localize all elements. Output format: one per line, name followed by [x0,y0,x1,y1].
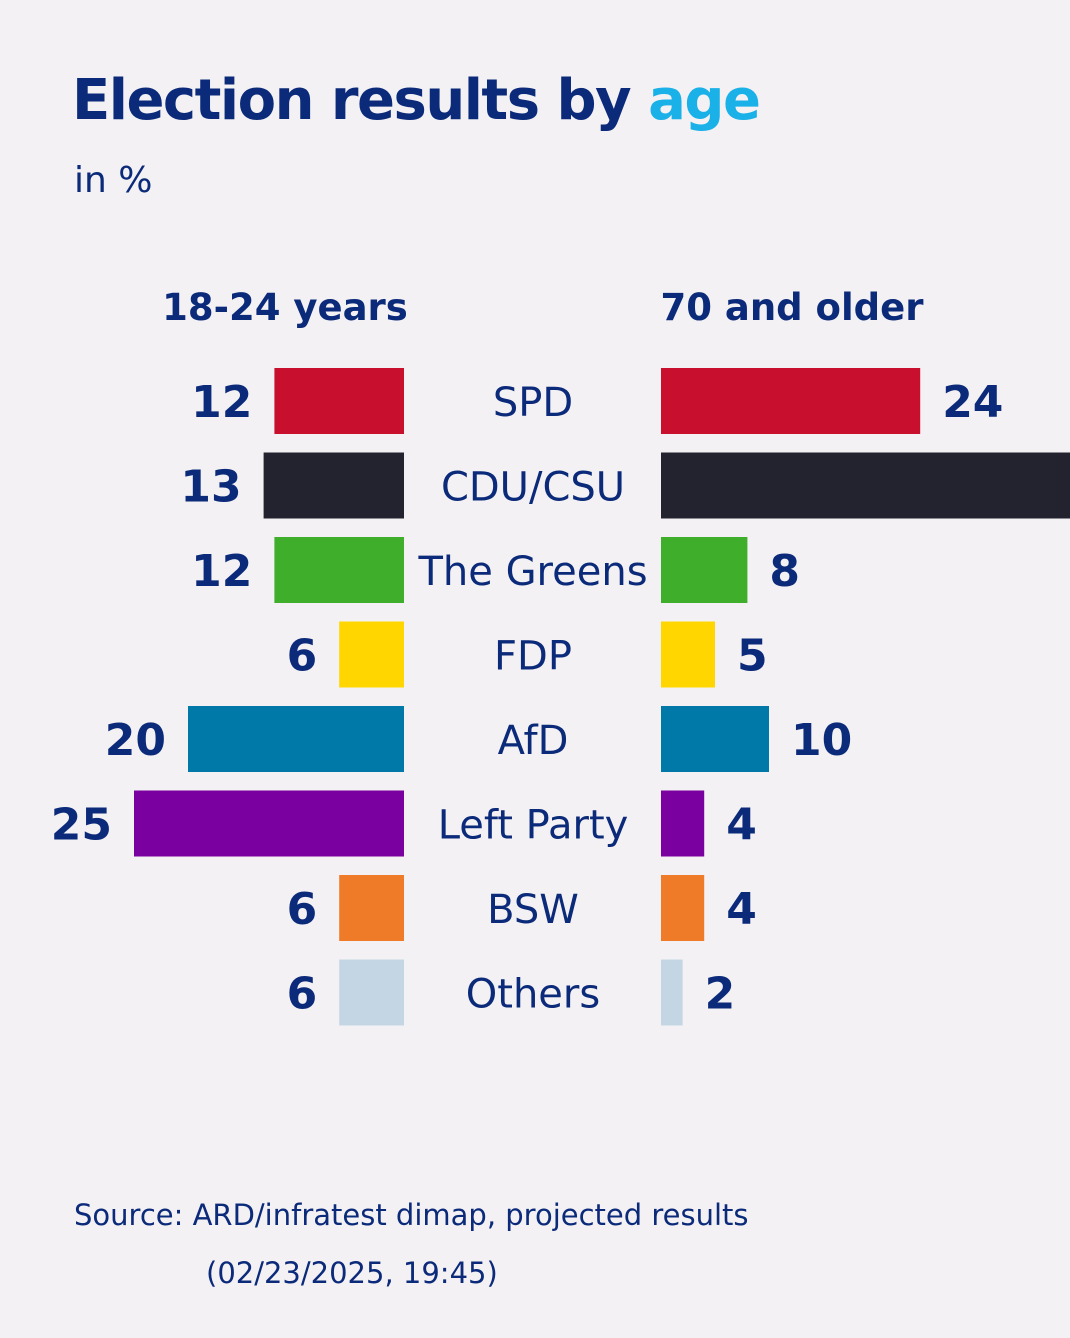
bar-right-fdp [661,621,715,688]
category-label-afd: AfD [498,718,569,764]
value-right-spd: 24 [942,377,1003,428]
bar-left-afd [188,706,404,772]
value-left-the-greens: 12 [191,546,252,597]
title-main: Election results by [72,68,649,133]
bar-right-afd [661,706,769,772]
category-label-spd: SPD [493,380,573,426]
category-label-bsw: BSW [487,887,579,933]
value-left-afd: 20 [105,715,166,766]
title-accent: age [648,68,761,133]
bar-right-the-greens [661,537,748,603]
value-right-others: 2 [705,969,736,1020]
bar-left-bsw [339,875,404,941]
bar-left-left-party [134,790,404,857]
source-line-1: Source: ARD/infratest dimap, projected r… [74,1198,749,1232]
bar-left-others [339,959,404,1026]
value-left-left-party: 25 [51,800,112,851]
right-group-header: 70 and older [661,286,925,329]
chart-subtitle: in % [74,160,153,201]
category-label-left-party: Left Party [438,803,629,849]
bar-right-left-party [661,790,705,857]
value-left-others: 6 [287,969,318,1020]
source-line-2: (02/23/2025, 19:45) [206,1256,498,1290]
value-left-spd: 12 [191,377,252,428]
value-right-fdp: 5 [737,631,768,682]
bar-right-bsw [661,875,705,941]
value-right-left-party: 4 [726,800,757,851]
category-label-others: Others [466,972,600,1018]
value-left-cdu-csu: 13 [180,462,241,513]
source-note: Source: ARD/infratest dimap, projected r… [74,1186,874,1302]
bar-left-spd [274,368,404,434]
value-right-the-greens: 8 [769,546,800,597]
bar-right-others [661,959,683,1026]
left-group-header: 18-24 years [162,286,408,329]
bar-left-fdp [339,621,404,688]
bar-right-cdu-csu [661,452,1070,519]
bar-left-the-greens [274,537,404,603]
chart-title: Election results by age [72,68,761,133]
value-left-bsw: 6 [287,884,318,935]
category-label-fdp: FDP [494,634,572,680]
value-right-bsw: 4 [726,884,757,935]
category-label-the-greens: The Greens [417,549,647,595]
bar-left-cdu-csu [263,452,404,519]
bar-right-spd [661,368,921,434]
category-label-cdu-csu: CDU/CSU [441,465,625,511]
value-right-afd: 10 [791,715,852,766]
value-left-fdp: 6 [287,631,318,682]
